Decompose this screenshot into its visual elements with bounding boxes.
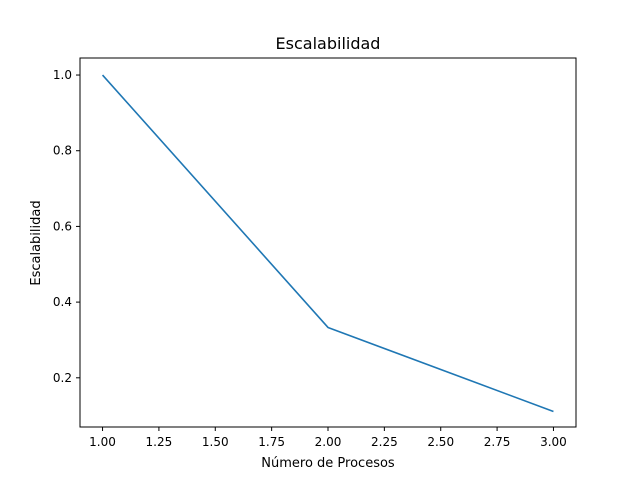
x-tick-label: 2.75 bbox=[484, 435, 511, 449]
series-line bbox=[101, 74, 554, 413]
x-tick-label: 2.25 bbox=[371, 435, 398, 449]
plot-area-frame bbox=[79, 57, 577, 428]
y-axis-label: Escalabilidad bbox=[29, 200, 44, 285]
x-tick-label: 2.00 bbox=[315, 435, 342, 449]
x-tick-label: 1.00 bbox=[89, 435, 116, 449]
y-tick-label: 1.0 bbox=[53, 68, 72, 82]
y-tick-label: 0.4 bbox=[53, 295, 72, 309]
series-group bbox=[101, 74, 554, 413]
y-axis: 0.2 0.4 0.6 0.8 1.0 bbox=[53, 68, 80, 385]
x-tick-label: 1.50 bbox=[202, 435, 229, 449]
x-tick-label: 1.25 bbox=[146, 435, 173, 449]
x-tick-label: 3.00 bbox=[540, 435, 567, 449]
y-tick-label: 0.6 bbox=[53, 219, 72, 233]
x-axis: 1.00 1.25 1.50 1.75 2.00 2.25 2.50 2.75 3.00 bbox=[89, 427, 567, 449]
x-tick-label: 1.75 bbox=[258, 435, 285, 449]
chart-title: Escalabilidad bbox=[276, 34, 381, 53]
y-tick-label: 0.8 bbox=[53, 144, 72, 158]
y-tick-label: 0.2 bbox=[53, 371, 72, 385]
x-tick-label: 2.50 bbox=[427, 435, 454, 449]
x-axis-label: Número de Procesos bbox=[261, 456, 395, 471]
